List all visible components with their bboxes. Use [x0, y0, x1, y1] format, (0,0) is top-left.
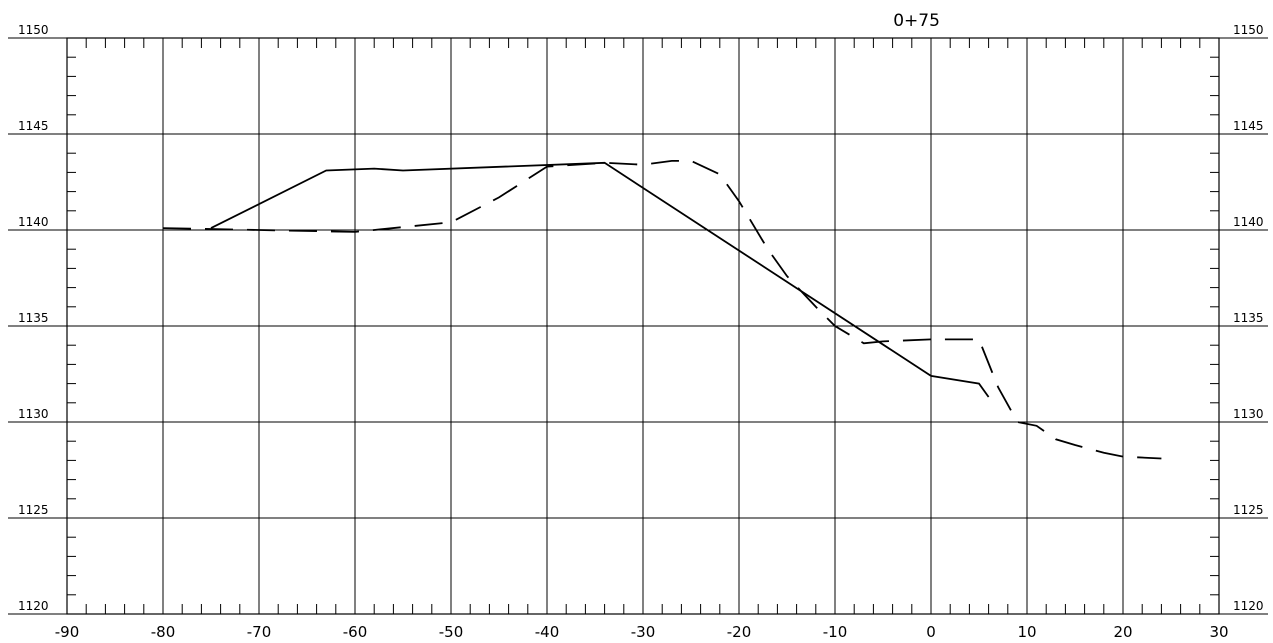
- x-tick-label: -20: [727, 623, 752, 641]
- y-tick-label-right: 1125: [1233, 503, 1264, 517]
- x-tick-label: -30: [631, 623, 656, 641]
- series-line-dashed: [162, 159, 1162, 460]
- y-tick-label-left: 1125: [18, 503, 49, 517]
- x-tick-label: -70: [247, 623, 272, 641]
- y-tick-label-left: 1140: [18, 215, 49, 229]
- x-tick-label: -60: [343, 623, 368, 641]
- grid: [8, 37, 1268, 615]
- x-tick-label: -50: [439, 623, 464, 641]
- x-tick-label: -40: [535, 623, 560, 641]
- x-tick-label: 20: [1113, 623, 1132, 641]
- y-tick-label-right: 1145: [1233, 119, 1264, 133]
- x-tick-label: -10: [823, 623, 848, 641]
- x-tick-label: 30: [1209, 623, 1228, 641]
- y-tick-label-left: 1145: [18, 119, 49, 133]
- y-tick-label-right: 1150: [1233, 23, 1264, 37]
- plot-frame: [66, 37, 1220, 615]
- series-lines: [162, 159, 1162, 460]
- y-tick-label-left: 1130: [18, 407, 49, 421]
- y-tick-label-left: 1135: [18, 311, 49, 325]
- y-tick-label-right: 1135: [1233, 311, 1264, 325]
- y-tick-label-right: 1130: [1233, 407, 1264, 421]
- y-tick-label-right: 1140: [1233, 215, 1264, 229]
- y-tick-label-right: 1120: [1233, 599, 1264, 613]
- chart-title: 0+75: [893, 11, 940, 31]
- x-tick-label: 0: [926, 623, 936, 641]
- ticks: [67, 38, 1219, 614]
- y-tick-label-left: 1120: [18, 599, 49, 613]
- x-tick-label: -90: [55, 623, 80, 641]
- tick-labels: 1120 1120 1125 1125 1130 1130 1135 1135 1140 1140…: [18, 23, 1264, 641]
- series-line-solid: [210, 161, 990, 398]
- x-tick-label: -80: [151, 623, 176, 641]
- x-tick-label: 10: [1017, 623, 1036, 641]
- y-tick-label-left: 1150: [18, 23, 49, 37]
